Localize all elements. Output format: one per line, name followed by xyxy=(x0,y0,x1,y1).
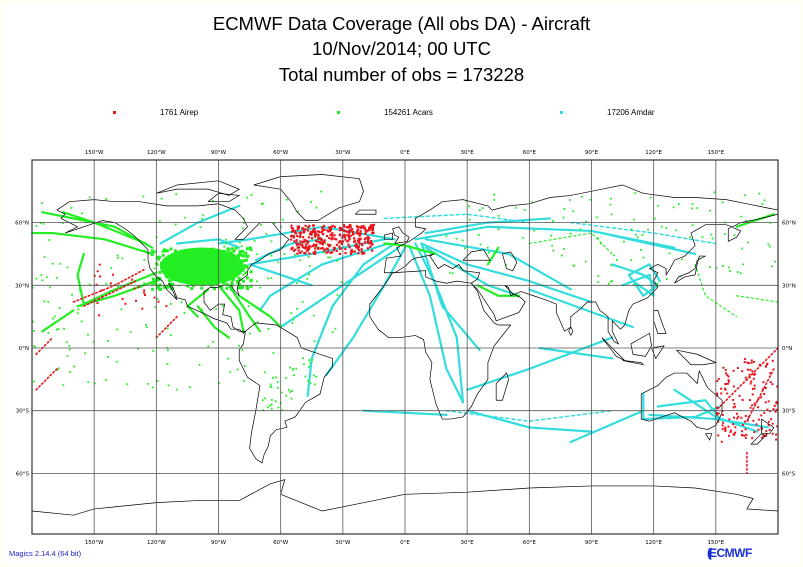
acars-marker-icon xyxy=(337,111,340,114)
amdar-marker-icon xyxy=(560,111,563,114)
lon-label-bottom: 60°E xyxy=(523,540,537,546)
lat-label-right: 0°N xyxy=(782,346,792,352)
lon-label-bottom: 150°W xyxy=(85,540,104,546)
map-frame xyxy=(31,159,779,535)
ecmwf-logo: ((ECMWF xyxy=(707,546,752,560)
lon-label-top: 150°E xyxy=(707,150,724,156)
lon-label-bottom: 120°W xyxy=(147,540,166,546)
lon-label-bottom: 60°W xyxy=(273,540,289,546)
lon-label-bottom: 150°E xyxy=(707,540,724,546)
lon-label-bottom: 120°E xyxy=(645,540,662,546)
lat-label-right: 60°S xyxy=(782,471,796,477)
lat-label-left: 30°N xyxy=(15,283,29,289)
lon-label-bottom: 30°W xyxy=(335,540,351,546)
magics-version: Magics 2.14.4 (64 bit) xyxy=(9,549,82,558)
chart-total-obs: Total number of obs = 173228 xyxy=(278,64,525,85)
lon-label-top: 60°W xyxy=(273,150,289,156)
legend-label-airep: 1761 Airep xyxy=(160,108,199,117)
legend: 1761 Airep 154261 Acars 17206 Amdar xyxy=(0,108,803,122)
lat-label-left: 60°S xyxy=(16,471,30,477)
lon-label-top: 30°W xyxy=(335,150,351,156)
lat-label-left: 60°N xyxy=(15,221,29,227)
lon-label-top: 30°E xyxy=(461,150,475,156)
legend-label-amdar: 17206 Amdar xyxy=(607,108,655,117)
legend-item-amdar: 17206 Amdar xyxy=(560,108,655,117)
amdar-tracks xyxy=(159,204,769,444)
lon-label-top: 120°E xyxy=(645,150,662,156)
lon-label-top: 0°E xyxy=(400,150,410,156)
lat-label-left: 30°S xyxy=(16,409,30,415)
lat-label-left: 0°N xyxy=(19,346,29,352)
lon-label-bottom: 0°E xyxy=(400,540,410,546)
chart-title: ECMWF Data Coverage (All obs DA) - Aircr… xyxy=(212,13,591,34)
legend-item-acars: 154261 Acars xyxy=(337,108,433,117)
lon-label-top: 120°W xyxy=(147,150,166,156)
legend-label-acars: 154261 Acars xyxy=(384,108,433,117)
graticule xyxy=(32,160,778,534)
page-background xyxy=(3,3,800,564)
lat-label-right: 60°N xyxy=(782,221,796,227)
lon-label-top: 150°W xyxy=(85,150,104,156)
lat-label-right: 30°N xyxy=(782,283,796,289)
lon-label-top: 90°E xyxy=(585,150,599,156)
lon-label-bottom: 90°W xyxy=(211,540,227,546)
lon-label-bottom: 90°E xyxy=(585,540,599,546)
axis-labels: 150°W 150°W 120°W 120°W 90°W 90°W 60°W 60°W 30°W… xyxy=(15,150,796,546)
chart-date: 10/Nov/2014; 00 UTC xyxy=(312,38,491,59)
lat-label-right: 30°S xyxy=(782,409,796,415)
legend-item-airep: 1761 Airep xyxy=(113,108,198,117)
airep-tracks xyxy=(35,223,779,475)
airep-marker-icon xyxy=(113,111,116,114)
lon-label-top: 60°E xyxy=(523,150,537,156)
lon-label-bottom: 30°E xyxy=(461,540,475,546)
lon-label-top: 90°W xyxy=(211,150,227,156)
ecmwf-logo-text: ECMWF xyxy=(709,546,752,560)
acars-tracks xyxy=(30,190,779,412)
